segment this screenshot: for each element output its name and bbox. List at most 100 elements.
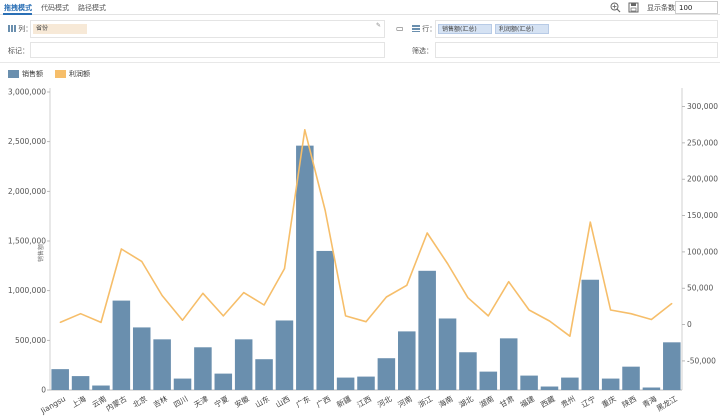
bar-27: [601, 378, 620, 390]
left-tick-label: 2,000,000: [8, 187, 46, 196]
x-tick-label: 贵州: [559, 393, 577, 409]
x-tick-label: 河北: [376, 394, 394, 410]
tab-code-mode[interactable]: 代码模式: [41, 4, 69, 12]
profit-point-24: [548, 320, 551, 322]
row-field-chip-sales[interactable]: 销售额(汇总): [438, 24, 492, 34]
profit-point-14: [345, 315, 347, 317]
profit-point-22: [508, 281, 510, 283]
left-tick-label: 500,000: [15, 336, 46, 345]
profit-point-6: [181, 319, 184, 321]
legend-item-profit[interactable]: 利润额: [55, 70, 90, 79]
x-tick-label: 安徽: [233, 393, 251, 409]
x-tick-label: 广东: [294, 393, 312, 409]
bar-3: [112, 300, 131, 390]
left-tick-label: 0: [41, 386, 46, 395]
x-tick-label: 海南: [437, 393, 455, 409]
profit-point-26: [589, 221, 591, 223]
bar-4: [132, 327, 151, 390]
x-tick-label: 陕西: [620, 393, 638, 409]
top-toolbar: 拖拽模式 代码模式 路径模式 显示条数: [0, 0, 720, 15]
left-tick-label: 2,500,000: [8, 137, 46, 146]
x-tick-label: 甘肃: [498, 393, 516, 409]
x-tick-label: 宁夏: [212, 393, 230, 409]
profit-point-30: [671, 302, 673, 305]
bar-0: [51, 369, 69, 390]
left-tick-label: 1,000,000: [8, 286, 46, 295]
bar-14: [336, 377, 355, 390]
swap-icon[interactable]: ▭: [396, 24, 404, 33]
bar-24: [540, 386, 559, 390]
bar-22: [499, 338, 518, 390]
profit-point-10: [263, 304, 265, 306]
profit-point-25: [569, 335, 571, 337]
active-tab-indicator: [3, 13, 32, 15]
tab-path-mode[interactable]: 路径模式: [78, 4, 106, 12]
left-tick-label: 3,000,000: [8, 88, 46, 97]
x-tick-label: 湖北: [457, 394, 475, 410]
bar-23: [520, 375, 538, 390]
profit-point-9: [243, 292, 245, 294]
profit-point-19: [446, 262, 449, 265]
profit-point-17: [406, 284, 408, 286]
bar-8: [214, 373, 233, 390]
display-count-label: 显示条数: [647, 4, 675, 12]
filter-drop-area[interactable]: [435, 42, 718, 58]
x-tick-label: 浙江: [416, 393, 434, 409]
legend-item-sales[interactable]: 销售额: [8, 70, 43, 79]
profit-point-1: [79, 313, 82, 315]
left-axis-title: 销售额: [37, 244, 45, 262]
x-tick-label: 辽宁: [579, 393, 597, 409]
x-tick-label: 吉林: [151, 393, 169, 409]
profit-point-5: [161, 294, 163, 297]
config-divider: [0, 62, 720, 63]
tab-drag-mode[interactable]: 拖拽模式: [4, 4, 32, 12]
x-tick-label: 黑龙江: [654, 393, 679, 413]
legend-swatch-profit: [55, 70, 66, 78]
bar-25: [561, 377, 579, 390]
x-tick-label: 内蒙古: [104, 393, 129, 413]
profit-point-0: [59, 321, 61, 324]
zoom-in-icon[interactable]: [610, 2, 621, 13]
x-tick-label: 云南: [90, 393, 108, 409]
bar-26: [581, 279, 600, 390]
profit-point-2: [100, 321, 102, 324]
x-tick-label: 广西: [314, 393, 332, 409]
x-tick-label: 福建: [518, 393, 536, 409]
legend-swatch-sales: [8, 70, 19, 78]
rows-icon: [412, 25, 420, 32]
bar-1: [71, 376, 90, 390]
x-tick-label: 北京: [131, 393, 149, 409]
bar-28: [622, 366, 640, 390]
profit-point-27: [610, 309, 612, 311]
bar-15: [357, 376, 375, 390]
profit-point-15: [365, 321, 367, 323]
right-tick-label: 50,000: [687, 284, 713, 293]
right-tick-label: 250,000: [687, 138, 718, 147]
x-tick-label: 四川: [172, 394, 189, 409]
x-tick-label: 重庆: [600, 393, 618, 409]
column-field-chip[interactable]: 省份: [33, 24, 87, 34]
save-icon[interactable]: [628, 2, 639, 13]
bar-5: [153, 339, 171, 390]
left-tick-label: 1,500,000: [8, 237, 46, 246]
x-tick-label: 西藏: [538, 393, 556, 409]
columns-icon: [8, 25, 16, 32]
filter-label: 筛选：: [412, 47, 433, 55]
profit-line: [59, 129, 673, 338]
row-drop-area[interactable]: 销售额(汇总) 利润额(汇总): [435, 20, 718, 38]
profit-point-8: [222, 315, 224, 317]
bar-16: [377, 358, 396, 390]
x-tick-label: 江西: [356, 394, 374, 410]
edit-icon[interactable]: ✎: [375, 22, 381, 29]
bar-10: [255, 359, 273, 390]
right-tick-label: -50,000: [687, 356, 716, 365]
x-tick-label: 上海: [70, 393, 88, 409]
display-count-input[interactable]: [675, 1, 718, 14]
bar-20: [459, 352, 477, 390]
column-drop-area[interactable]: 省份 ✎: [30, 20, 385, 38]
bar-9: [234, 339, 253, 390]
mark-label: 标记：: [8, 47, 29, 55]
row-field-chip-profit[interactable]: 利润额(汇总): [495, 24, 549, 34]
bar-19: [438, 318, 457, 390]
mark-drop-area[interactable]: [30, 42, 385, 58]
